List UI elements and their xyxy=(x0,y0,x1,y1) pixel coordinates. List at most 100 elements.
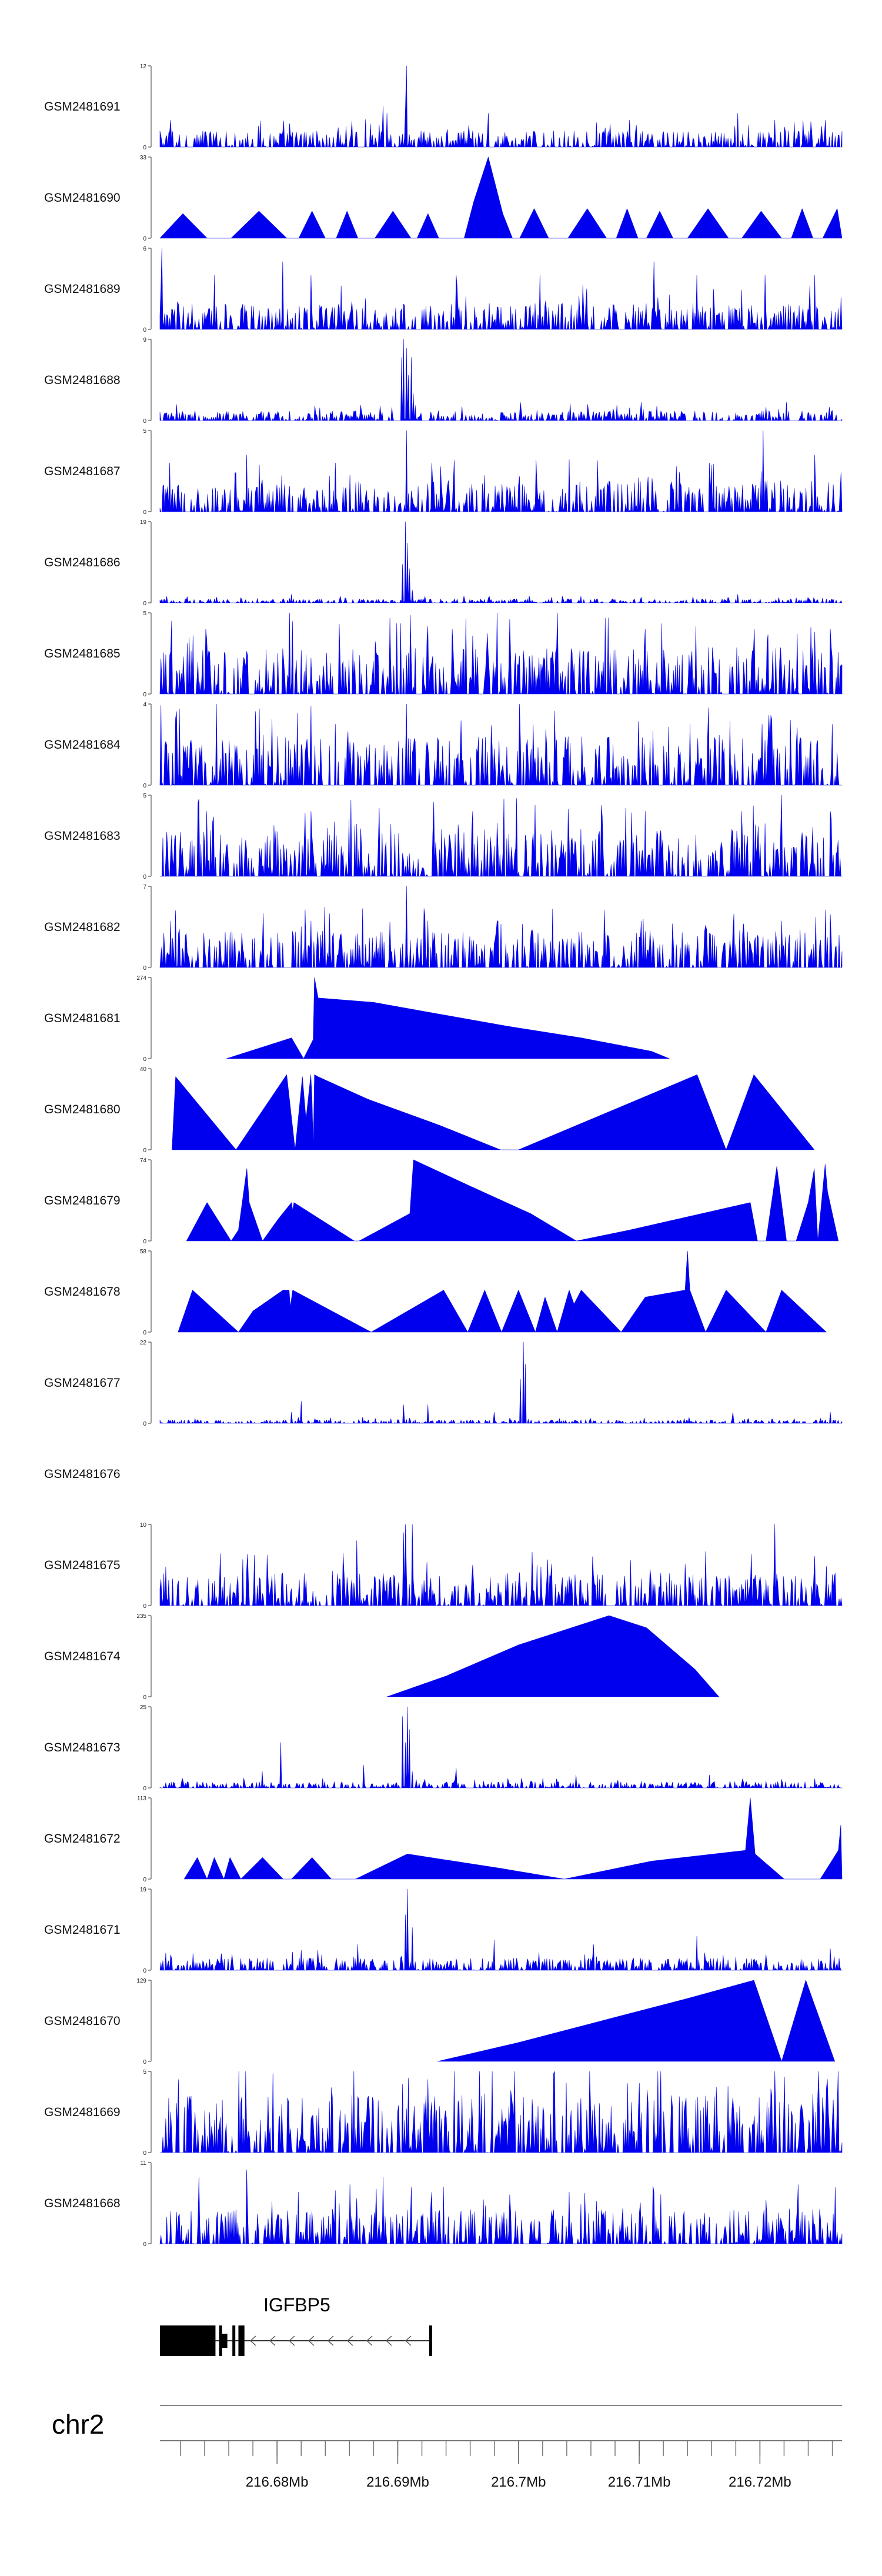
y-axis-zero-label: 0 xyxy=(143,2241,146,2248)
utr-block xyxy=(220,2334,228,2348)
y-axis-zero-label: 0 xyxy=(143,236,146,242)
y-axis-zero-label: 0 xyxy=(143,965,146,972)
exon-block xyxy=(160,2325,216,2356)
strand-arrow xyxy=(288,2335,295,2346)
y-axis-zero-label: 0 xyxy=(143,327,146,333)
sample-label: GSM2481668 xyxy=(44,2197,121,2210)
y-axis-zero-label: 0 xyxy=(143,509,146,516)
y-axis-zero-label: 0 xyxy=(143,600,146,607)
coverage-area xyxy=(172,1075,815,1150)
sample-label: GSM2481674 xyxy=(44,1650,121,1663)
strand-arrow xyxy=(405,2335,412,2346)
coverage-area xyxy=(159,2071,843,2153)
sample-label: GSM2481691 xyxy=(44,100,121,114)
gene-strand-arrows xyxy=(249,2335,412,2346)
sample-label: GSM2481673 xyxy=(44,1741,121,1754)
coverage-area xyxy=(186,1159,839,1242)
y-axis-max-label: 5 xyxy=(143,610,146,617)
coverage-area xyxy=(159,1706,843,1788)
y-axis-zero-label: 0 xyxy=(143,1330,146,1336)
axis-tick-labels: 216.68Mb 216.69Mb 216.7Mb 216.71Mb 216.72Mb xyxy=(246,2441,791,2490)
y-axis-zero-label: 0 xyxy=(143,1147,146,1154)
coverage-area xyxy=(159,1342,843,1424)
track-GSM2481678: GSM2481678 58 0 xyxy=(44,1249,827,1336)
y-axis-max-label: 274 xyxy=(136,975,146,982)
track-GSM2481671: GSM2481671 19 0 xyxy=(44,1887,843,1974)
coverage-area xyxy=(159,886,843,968)
y-axis-zero-label: 0 xyxy=(143,2150,146,2157)
y-axis-zero-label: 0 xyxy=(143,1239,146,1245)
track-GSM2481676: GSM2481676 xyxy=(44,1467,121,1481)
sample-label: GSM2481676 xyxy=(44,1467,121,1481)
y-axis-max-label: 11 xyxy=(141,2160,147,2167)
y-axis-zero-label: 0 xyxy=(143,145,146,151)
exon-block xyxy=(238,2325,245,2356)
y-axis-zero-label: 0 xyxy=(143,1786,146,1792)
track-GSM2481690: GSM2481690 33 0 xyxy=(44,155,843,242)
y-axis-max-label: 4 xyxy=(143,702,146,708)
axis-tick-label: 216.69Mb xyxy=(366,2474,429,2490)
coverage-area xyxy=(159,2170,843,2244)
y-axis-max-label: 58 xyxy=(140,1249,147,1255)
y-axis-zero-label: 0 xyxy=(143,1968,146,1974)
coverage-area xyxy=(159,703,843,786)
track-GSM2481675: GSM2481675 10 0 xyxy=(44,1522,843,1610)
strand-arrow xyxy=(249,2335,256,2346)
sample-label: GSM2481681 xyxy=(44,1012,121,1025)
y-axis-zero-label: 0 xyxy=(143,2059,146,2066)
y-axis-max-label: 7 xyxy=(143,884,146,890)
sample-label: GSM2481689 xyxy=(44,282,121,296)
strand-arrow xyxy=(327,2335,334,2346)
sample-label: GSM2481669 xyxy=(44,2105,121,2119)
track-GSM2481684: GSM2481684 4 0 xyxy=(44,702,843,789)
sample-label: GSM2481683 xyxy=(44,829,121,843)
axis-ticks xyxy=(180,2441,833,2456)
strand-arrow xyxy=(308,2335,315,2346)
sample-label: GSM2481675 xyxy=(44,1559,121,1572)
y-axis-max-label: 74 xyxy=(140,1157,147,1164)
track-GSM2481668: GSM2481668 11 0 xyxy=(44,2160,843,2248)
axis-tick-label: 216.68Mb xyxy=(246,2474,309,2490)
sample-label: GSM2481679 xyxy=(44,1194,121,1207)
y-axis-max-label: 33 xyxy=(140,155,147,161)
y-axis-zero-label: 0 xyxy=(143,1877,146,1883)
y-axis-max-label: 40 xyxy=(140,1066,147,1073)
coverage-area xyxy=(159,612,843,695)
track-GSM2481681: GSM2481681 274 0 xyxy=(44,975,670,1063)
coverage-area xyxy=(159,339,843,421)
sample-label: GSM2481688 xyxy=(44,373,121,387)
y-axis-max-label: 113 xyxy=(137,1796,146,1802)
coverage-area xyxy=(159,521,843,603)
y-axis-max-label: 129 xyxy=(136,1978,146,1984)
axis-tick-label: 216.71Mb xyxy=(608,2474,671,2490)
sample-label: GSM2481680 xyxy=(44,1103,121,1116)
sample-label: GSM2481686 xyxy=(44,556,121,569)
exon-block xyxy=(429,2325,432,2356)
axis-tick-label: 216.72Mb xyxy=(729,2474,791,2490)
y-axis-zero-label: 0 xyxy=(143,418,146,425)
genome-axis: 216.68Mb 216.69Mb 216.7Mb 216.71Mb 216.72Mb xyxy=(160,2440,842,2490)
gene-exons xyxy=(160,2325,432,2356)
track-GSM2481686: GSM2481686 19 0 xyxy=(44,519,843,607)
chromosome-label: chr2 xyxy=(52,2409,104,2440)
sample-label: GSM2481687 xyxy=(44,465,121,478)
coverage-area xyxy=(178,1250,827,1333)
exon-block xyxy=(232,2325,236,2356)
track-GSM2481683: GSM2481683 5 0 xyxy=(44,793,843,880)
track-GSM2481687: GSM2481687 5 0 xyxy=(44,428,843,516)
y-axis-zero-label: 0 xyxy=(143,874,146,880)
track-GSM2481672: GSM2481672 113 0 xyxy=(44,1796,843,1883)
axis-tick-label: 216.7Mb xyxy=(491,2474,546,2490)
y-axis-max-label: 235 xyxy=(136,1613,146,1620)
coverage-tracks: GSM2481691120GSM2481690330GSM248168960GS… xyxy=(44,64,843,2248)
sample-label: GSM2481684 xyxy=(44,738,121,752)
track-GSM2481673: GSM2481673 25 0 xyxy=(44,1704,843,1792)
y-axis-zero-label: 0 xyxy=(143,1694,146,1701)
track-GSM2481691: GSM2481691 12 0 xyxy=(44,64,843,151)
strand-arrow xyxy=(366,2335,373,2346)
track-GSM2481682: GSM2481682 7 0 xyxy=(44,884,843,972)
coverage-area xyxy=(183,1797,843,1880)
strand-arrow xyxy=(385,2335,392,2346)
coverage-area xyxy=(159,156,843,239)
y-axis-max-label: 25 xyxy=(140,1704,147,1711)
